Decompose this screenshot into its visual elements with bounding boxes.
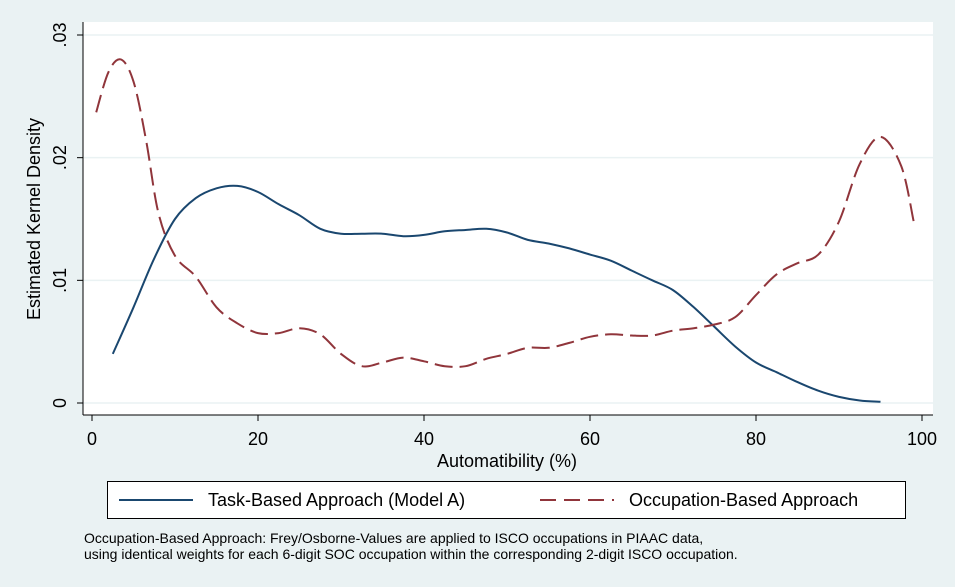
legend-label-occupation-based: Occupation-Based Approach (629, 489, 859, 510)
axis-ticks: 0 .01 .02 .03 0 20 40 60 80 100 (50, 22, 937, 449)
y-tick-label: .02 (50, 145, 70, 170)
x-tick-label: 100 (907, 429, 937, 449)
footnote-line-1: Occupation-Based Approach: Frey/Osborne-… (84, 530, 704, 546)
series-line-task-based (111, 184, 881, 403)
plot-area (83, 22, 933, 415)
grid-lines (83, 34, 933, 404)
legend-swatch-occupation-based (540, 499, 614, 501)
y-tick-label: .03 (50, 22, 70, 47)
footnote-line-2: using identical weights for each 6-digit… (84, 546, 738, 562)
legend-swatch-task-based (119, 499, 193, 501)
density-chart: 0 .01 .02 .03 0 20 40 60 80 100 Automatibility (%… (24, 22, 937, 471)
x-tick-label: 40 (414, 429, 434, 449)
x-axis-title: Automatibility (%) (437, 451, 577, 471)
series-layer (95, 58, 915, 403)
x-tick-label: 0 (87, 429, 97, 449)
x-tick-label: 60 (580, 429, 600, 449)
legend-item-occupation-based: Occupation-Based Approach (539, 482, 858, 518)
legend: Task-Based Approach (Model A) Occupation… (107, 481, 906, 519)
x-tick-label: 20 (248, 429, 268, 449)
y-axis-title: Estimated Kernel Density (24, 118, 44, 320)
x-tick-label: 80 (746, 429, 766, 449)
y-tick-label: .01 (50, 268, 70, 293)
legend-label-task-based: Task-Based Approach (Model A) (208, 489, 466, 510)
legend-item-task-based: Task-Based Approach (Model A) (118, 482, 465, 518)
footnote: Occupation-Based Approach: Frey/Osborne-… (84, 530, 944, 562)
series-line-occupation-based (95, 58, 915, 368)
y-tick-label: 0 (50, 398, 70, 408)
